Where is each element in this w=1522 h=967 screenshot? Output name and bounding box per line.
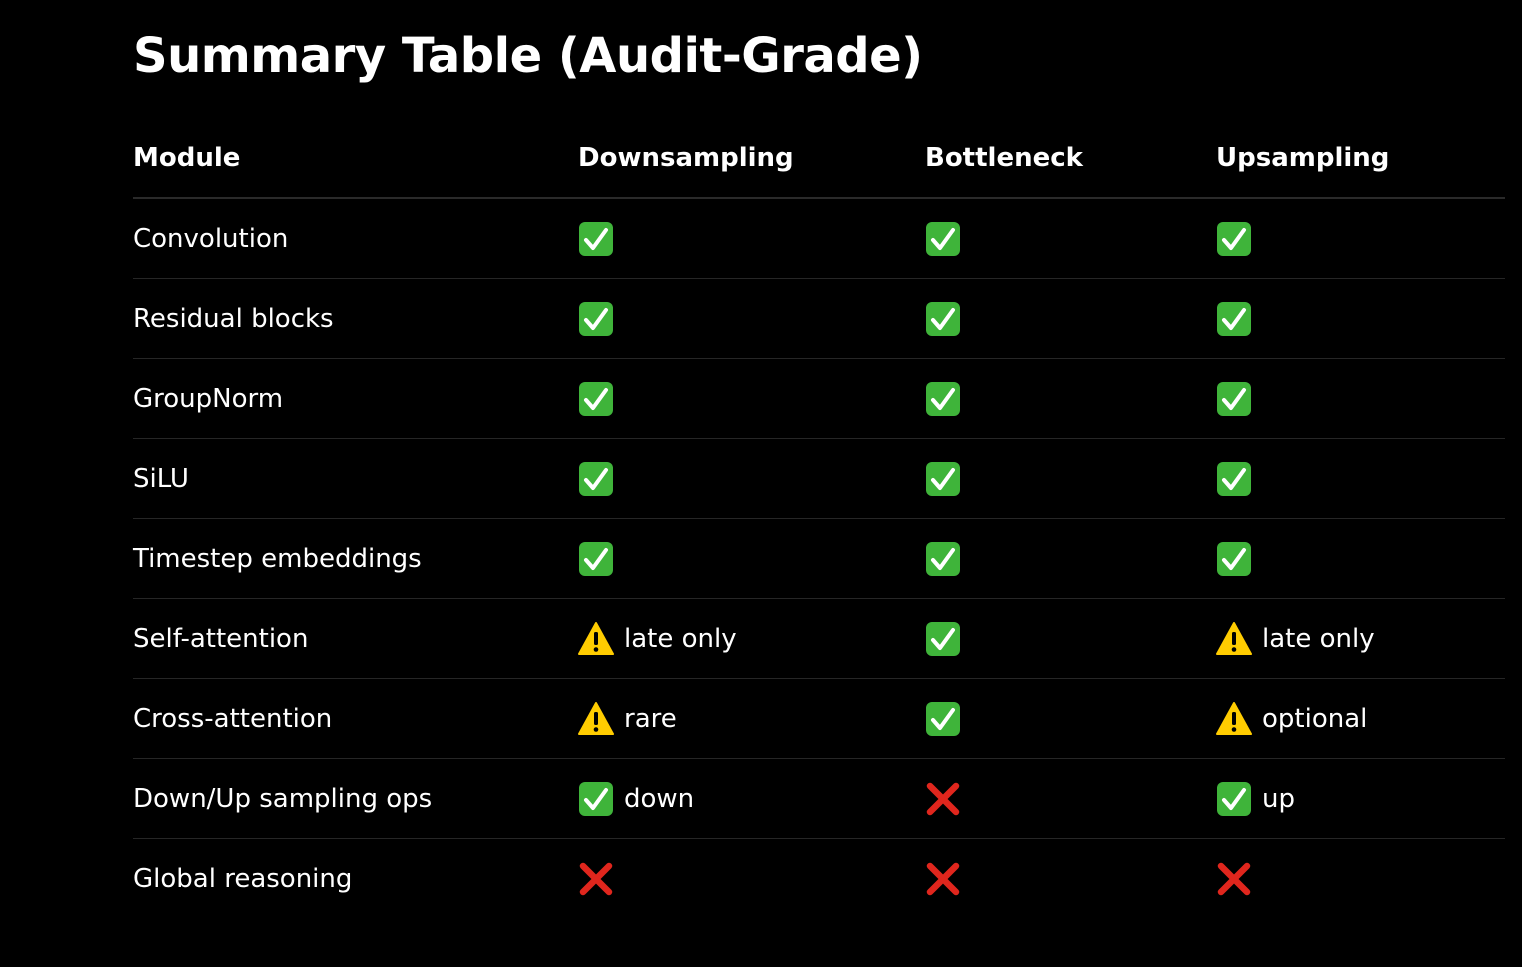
warning-icon [578,621,614,657]
downsampling-cell [578,198,925,279]
table-row: Timestep embeddings [133,518,1505,599]
module-name-cell: SiLU [133,438,578,519]
upsampling-cell [1216,518,1505,599]
warning-icon [1216,621,1252,657]
module-name-cell: Timestep embeddings [133,518,578,599]
check-icon [578,541,614,577]
header-module: Module [133,118,578,199]
upsampling-cell [1216,358,1505,439]
status-note: late only [624,623,737,654]
warning-icon [1216,701,1252,737]
warning-icon [578,701,614,737]
header-downsampling: Downsampling [578,118,925,199]
check-icon [578,381,614,417]
upsampling-cell [1216,278,1505,359]
bottleneck-cell [925,438,1216,519]
module-name-cell: Cross-attention [133,678,578,759]
upsampling-cell: optional [1216,678,1505,759]
check-icon [925,381,961,417]
status-note: down [624,783,695,814]
bottleneck-cell [925,839,1216,919]
check-icon [925,541,961,577]
cross-icon [925,781,961,817]
bottleneck-cell [925,198,1216,279]
header-bottleneck: Bottleneck [925,118,1216,199]
module-name-cell: Down/Up sampling ops [133,758,578,839]
downsampling-cell [578,358,925,439]
upsampling-cell [1216,198,1505,279]
bottleneck-cell [925,518,1216,599]
table-row: Cross-attention rare optional [133,678,1505,759]
check-icon [925,221,961,257]
check-icon [1216,781,1252,817]
status-note: late only [1262,623,1375,654]
status-note: optional [1262,703,1368,734]
check-icon [578,461,614,497]
cross-icon [1216,861,1252,897]
module-name-cell: Global reasoning [133,863,353,894]
table-row: SiLU [133,438,1505,519]
check-icon [925,461,961,497]
bottleneck-cell [925,278,1216,359]
table-row: Convolution [133,198,1505,279]
bottleneck-cell [925,598,1216,679]
downsampling-cell [578,518,925,599]
upsampling-cell [1216,839,1505,919]
bottleneck-cell [925,678,1216,759]
status-note: up [1262,783,1295,814]
check-icon [1216,381,1252,417]
table-row: Residual blocks [133,278,1505,359]
upsampling-cell: late only [1216,598,1505,679]
table-row: Self-attention late only late only [133,598,1505,679]
table-row: GroupNorm [133,358,1505,439]
bottleneck-cell [925,758,1216,839]
check-icon [1216,301,1252,337]
table-row: Global reasoning [133,839,1505,919]
check-icon [1216,221,1252,257]
downsampling-cell [578,278,925,359]
downsampling-cell: rare [578,678,925,759]
check-icon [925,301,961,337]
check-icon [578,221,614,257]
module-name-cell: Self-attention [133,598,578,679]
table-body: Convolution Residual blocks GroupNorm SiLU T… [133,198,1505,918]
downsampling-cell [578,839,925,919]
module-name-cell: GroupNorm [133,358,578,439]
status-note: rare [624,703,677,734]
downsampling-cell: late only [578,598,925,679]
downsampling-cell: down [578,758,925,839]
bottleneck-cell [925,358,1216,439]
module-name-cell: Convolution [133,198,578,279]
module-name-cell: Residual blocks [133,278,578,359]
summary-table: Module Downsampling Bottleneck Upsamplin… [133,118,1505,918]
table-row: Down/Up sampling ops down up [133,758,1505,839]
check-icon [578,781,614,817]
check-icon [1216,541,1252,577]
cross-icon [578,861,614,897]
check-icon [925,621,961,657]
table-header-row: Module Downsampling Bottleneck Upsamplin… [133,118,1505,199]
cross-icon [925,861,961,897]
header-upsampling: Upsampling [1216,118,1505,199]
upsampling-cell [1216,438,1505,519]
check-icon [1216,461,1252,497]
downsampling-cell [578,438,925,519]
check-icon [925,701,961,737]
upsampling-cell: up [1216,758,1505,839]
check-icon [578,301,614,337]
page-title: Summary Table (Audit-Grade) [133,28,923,84]
